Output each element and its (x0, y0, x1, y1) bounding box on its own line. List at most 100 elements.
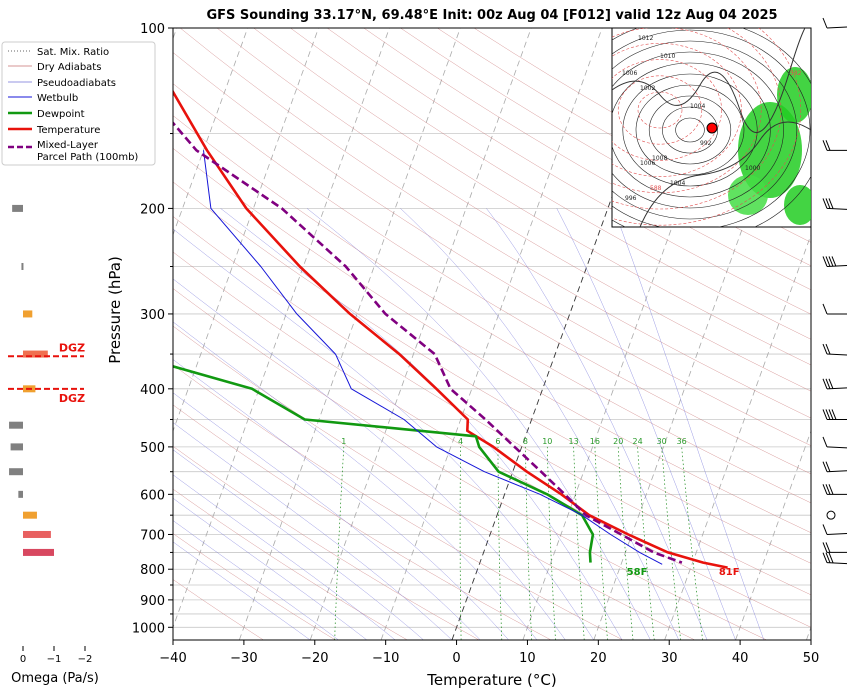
inset-map-contour-label: 1004 (670, 180, 685, 187)
legend-label: Pseudoadiabats (37, 78, 116, 89)
mixing-ratio-line (334, 446, 345, 640)
wind-barb-flag (822, 198, 828, 209)
inset-map-precip (784, 185, 811, 225)
wind-barb (822, 484, 847, 495)
dry-adiabat (173, 533, 336, 640)
isotherm (238, 28, 461, 640)
mixing-ratio-label: 24 (632, 437, 642, 446)
dry-adiabat (173, 325, 695, 640)
wind-barb-calm (826, 510, 836, 520)
dgz-label: DGZ (59, 392, 85, 405)
wind-barb (826, 510, 836, 520)
pseudoadiabat (613, 208, 765, 640)
x-axis-label: Temperature (°C) (426, 671, 556, 689)
inset-map-precip (777, 67, 811, 123)
legend-label: Wetbulb (37, 93, 78, 104)
omega-bar (23, 511, 37, 519)
omega-bar (21, 262, 24, 270)
wind-barb-staff (826, 446, 848, 449)
inset-map-isobar (612, 40, 798, 220)
dry-adiabat (173, 288, 767, 640)
pseudoadiabat (173, 278, 566, 640)
wind-barb (822, 303, 847, 315)
y-tick-label: 200 (140, 202, 165, 217)
isotherm (173, 28, 390, 629)
x-tick-label: −20 (301, 651, 328, 666)
inset-map-contour-label: 1008 (652, 155, 667, 162)
pseudoadiabat (220, 208, 623, 640)
wind-barb-flag (825, 409, 831, 420)
inset-map-contour-label: 1012 (638, 35, 653, 42)
wind-barb-flag (825, 198, 831, 209)
dry-adiabat (173, 446, 480, 640)
dry-adiabat (290, 28, 811, 340)
omega-tick-label: 0 (20, 654, 26, 665)
wind-barb (822, 461, 848, 473)
isotherm (173, 28, 319, 433)
inset-map-isobar (675, 117, 705, 143)
inset-map-precip (728, 175, 768, 215)
pseudoadiabat (173, 520, 339, 640)
wind-barb (822, 409, 847, 420)
wind-barb-flag (822, 17, 828, 29)
inset-map-content: 1012 1010 1006 1002 1004 1008 996 992 1000 1004 10… (612, 28, 811, 227)
legend-label: Dry Adiabats (37, 62, 101, 73)
omega-tick-label: −2 (78, 654, 93, 665)
wind-barb-flag (831, 409, 837, 420)
inset-map-isobar (612, 51, 784, 209)
dry-adiabat (173, 216, 811, 596)
x-tick-label: −10 (372, 651, 399, 666)
inset-map: 1012 1010 1006 1002 1004 1008 996 992 1000 1004 10… (611, 27, 812, 228)
omega-bar (12, 204, 23, 212)
mixing-ratio-line (459, 446, 462, 640)
dry-adiabat (173, 404, 552, 640)
legend-label: Mixed-Layer (37, 140, 99, 151)
y-tick-label: 900 (140, 594, 165, 609)
pseudoadiabat (173, 422, 453, 640)
inset-map-height-contour (617, 75, 703, 145)
isotherm (173, 28, 249, 236)
wind-barb-flag (822, 303, 828, 315)
wind-barb (822, 378, 848, 390)
dry-adiabat (253, 28, 811, 366)
pseudoadiabat (173, 541, 311, 640)
wind-barb-flag (828, 409, 834, 420)
inset-map-height-contour (612, 43, 742, 177)
wind-barb (822, 256, 848, 267)
wind-barb (822, 140, 847, 151)
inset-map-contour-label: 1010 (660, 53, 675, 60)
omega-bar (23, 530, 51, 538)
wind-barb-flag (822, 484, 828, 495)
omega-bar (23, 310, 33, 318)
inset-map-contour-label: 996 (625, 195, 637, 202)
y-tick-label: 300 (140, 308, 165, 323)
wind-barb-flag (822, 409, 828, 420)
y-tick-label: 400 (140, 383, 165, 398)
pseudoadiabat (173, 392, 481, 640)
pseudoadiabat (400, 208, 680, 640)
series-wetbulb-line (203, 150, 663, 565)
dry-adiabat (173, 181, 811, 564)
wind-barb-flag (822, 378, 828, 390)
surface-label: 81F (719, 567, 740, 578)
pseudoadiabat (173, 228, 594, 640)
dry-adiabat (173, 488, 408, 640)
mixing-ratio-line (661, 446, 682, 640)
wind-barb-flag (825, 552, 831, 563)
dry-adiabat (173, 251, 811, 628)
inset-map-precip (738, 102, 802, 198)
wind-barb (822, 524, 848, 535)
wind-barb-flag (828, 256, 834, 267)
wind-barb-flag (828, 198, 834, 209)
wind-barb-flag (822, 461, 828, 472)
dry-adiabat (363, 28, 811, 291)
omega-bar (18, 490, 23, 498)
mixing-ratio-line (546, 446, 556, 640)
plot-frame (172, 27, 812, 641)
x-tick-label: 50 (803, 651, 820, 666)
inset-map-contour-label: 1006 (622, 70, 637, 77)
inset-map-contour-label: 1000 (745, 165, 760, 172)
mixing-ratio-label: 30 (657, 437, 667, 446)
inset-map-contour-label: 1004 (690, 103, 705, 110)
inset-map-contour-label: 582 (790, 70, 802, 77)
